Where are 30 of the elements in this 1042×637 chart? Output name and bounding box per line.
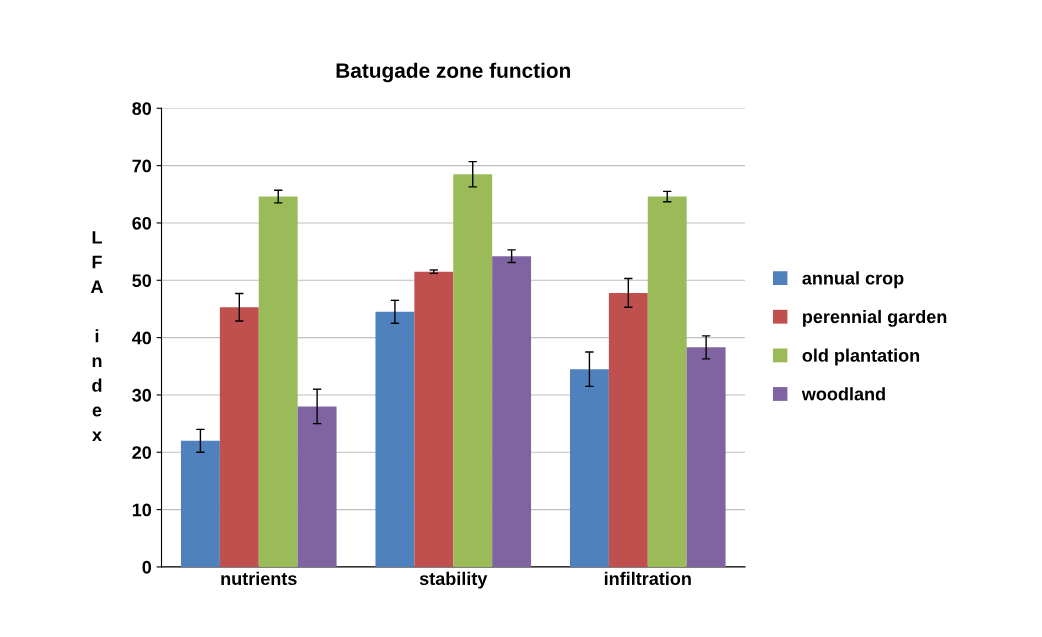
bar	[258, 196, 298, 567]
y-tick-label: 30	[132, 388, 152, 402]
y-tick-label: 20	[132, 446, 152, 459]
x-tick-label: infiltration	[604, 571, 691, 586]
y-tick-label: 40	[131, 331, 152, 345]
y-tick-label: 60	[132, 216, 152, 230]
x-tick-label: stability	[419, 571, 488, 589]
bar	[414, 271, 454, 567]
legend-label: woodland	[801, 387, 885, 401]
bar	[375, 311, 415, 567]
y-tick-label: 80	[132, 102, 152, 116]
bar	[647, 196, 687, 567]
bar	[686, 347, 726, 567]
legend-label: perennial garden	[803, 309, 947, 327]
bar	[219, 307, 259, 567]
bar	[569, 369, 609, 567]
y-tick-label: 0	[142, 560, 152, 574]
y-tick-label: 10	[132, 503, 152, 517]
bar	[297, 406, 337, 567]
bar	[453, 174, 493, 567]
legend-label: old plantation	[802, 348, 920, 366]
legend-label: annual crop	[802, 271, 904, 289]
bar	[180, 440, 220, 567]
chart-title: Batugade zone function	[336, 62, 571, 83]
text: LFA index	[90, 231, 104, 442]
x-tick-label: nutrients	[221, 571, 297, 586]
y-tick-label: 70	[132, 159, 152, 173]
bar	[492, 256, 532, 567]
bar	[608, 292, 648, 567]
y-tick-label: 50	[132, 274, 152, 287]
